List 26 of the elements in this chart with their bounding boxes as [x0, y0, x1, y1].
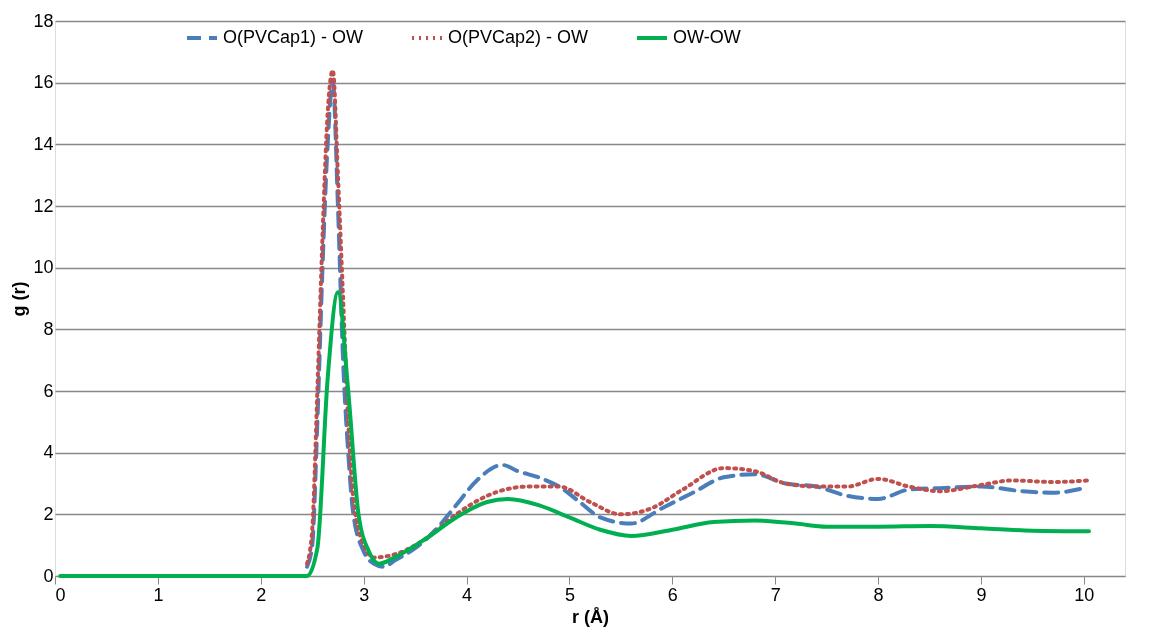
- legend-label: OW-OW: [673, 27, 741, 47]
- legend-label: O(PVCap2) - OW: [448, 27, 589, 47]
- y-tick-label: 4: [43, 442, 54, 463]
- y-tick-label: 16: [33, 72, 54, 93]
- x-tick-label: 5: [564, 584, 575, 605]
- x-tick-label: 4: [462, 584, 473, 605]
- y-tick-label: 2: [43, 503, 54, 524]
- x-tick-label: 8: [873, 584, 884, 605]
- x-axis-title: r (Å): [572, 606, 609, 627]
- y-tick-label: 8: [43, 318, 54, 339]
- line-series: [58, 290, 1091, 578]
- x-tick-label: 10: [1074, 584, 1095, 605]
- x-tick-label: 1: [153, 584, 164, 605]
- y-tick-label: 6: [43, 380, 54, 401]
- x-tick-label: 2: [256, 584, 267, 605]
- x-tick-label: 9: [976, 584, 987, 605]
- x-tick-label: 3: [359, 584, 370, 605]
- legend-label: O(PVCap1) - OW: [223, 27, 364, 47]
- y-tick-label: 0: [43, 565, 54, 586]
- y-tick-label: 12: [33, 195, 54, 216]
- y-axis-title: g (r): [9, 281, 30, 317]
- y-tick-label: 18: [33, 10, 54, 31]
- x-tick-label: 7: [770, 584, 781, 605]
- y-tick-label: 14: [33, 133, 54, 154]
- y-tick-label: 10: [33, 257, 54, 278]
- x-tick-label: 6: [667, 584, 678, 605]
